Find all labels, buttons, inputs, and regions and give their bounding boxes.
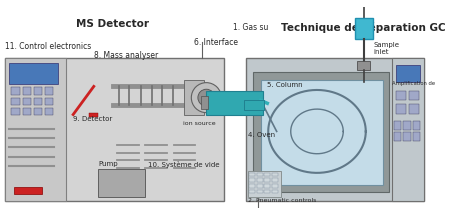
- Text: 4. Oven: 4. Oven: [247, 132, 275, 138]
- Bar: [403, 121, 411, 130]
- Bar: [257, 184, 263, 188]
- Bar: [257, 173, 263, 177]
- Bar: [9, 63, 58, 84]
- Bar: [357, 61, 371, 71]
- Text: 5. Column: 5. Column: [267, 81, 303, 88]
- Text: ion source: ion source: [183, 121, 216, 126]
- Text: 6. Interface: 6. Interface: [194, 38, 238, 47]
- Text: Technique de séparation GC: Technique de séparation GC: [282, 22, 446, 32]
- Bar: [89, 113, 99, 117]
- Bar: [14, 187, 42, 194]
- Bar: [249, 178, 255, 182]
- Bar: [184, 80, 204, 115]
- Bar: [246, 58, 424, 201]
- Bar: [34, 98, 42, 105]
- Bar: [396, 65, 420, 82]
- Bar: [413, 121, 420, 130]
- Text: 8. Mass analyser: 8. Mass analyser: [94, 51, 158, 60]
- Bar: [11, 108, 20, 115]
- Text: 11. Control electronics: 11. Control electronics: [5, 41, 91, 51]
- Bar: [99, 169, 146, 197]
- Bar: [394, 121, 401, 130]
- Bar: [403, 132, 411, 141]
- Bar: [409, 91, 419, 100]
- Text: Sample
inlet: Sample inlet: [373, 42, 399, 55]
- Text: Amplification de: Amplification de: [392, 81, 435, 86]
- Bar: [11, 87, 20, 95]
- Bar: [409, 104, 419, 114]
- Bar: [244, 100, 264, 110]
- Bar: [247, 171, 282, 197]
- Bar: [45, 108, 54, 115]
- Bar: [264, 190, 270, 193]
- Bar: [272, 184, 278, 188]
- Bar: [396, 104, 406, 114]
- Bar: [5, 58, 224, 201]
- Text: MS Detector: MS Detector: [76, 18, 149, 29]
- Bar: [45, 98, 54, 105]
- Text: 9. Detector: 9. Detector: [73, 116, 112, 122]
- Bar: [34, 87, 42, 95]
- Bar: [272, 190, 278, 193]
- Bar: [45, 87, 54, 95]
- Text: 1. Gas su: 1. Gas su: [233, 23, 268, 32]
- Bar: [206, 91, 263, 115]
- Bar: [413, 132, 420, 141]
- Bar: [264, 184, 270, 188]
- Circle shape: [198, 89, 215, 106]
- Bar: [249, 173, 255, 177]
- Bar: [249, 184, 255, 188]
- Bar: [261, 80, 383, 185]
- Circle shape: [191, 83, 221, 113]
- Bar: [22, 108, 31, 115]
- Text: Pump: Pump: [99, 161, 118, 167]
- Bar: [11, 98, 20, 105]
- Text: 2. Pneumatic controls: 2. Pneumatic controls: [247, 198, 316, 203]
- Bar: [5, 58, 66, 201]
- Bar: [272, 178, 278, 182]
- Bar: [22, 87, 31, 95]
- Bar: [249, 190, 255, 193]
- Bar: [394, 132, 401, 141]
- Bar: [257, 178, 263, 182]
- Bar: [392, 58, 424, 201]
- Bar: [264, 173, 270, 177]
- Bar: [355, 18, 373, 38]
- Bar: [272, 173, 278, 177]
- Bar: [253, 72, 389, 192]
- Bar: [201, 96, 208, 109]
- Bar: [264, 178, 270, 182]
- Bar: [396, 91, 406, 100]
- Bar: [34, 108, 42, 115]
- Bar: [257, 190, 263, 193]
- Bar: [22, 98, 31, 105]
- Text: 10. Système de vide: 10. Système de vide: [148, 161, 219, 168]
